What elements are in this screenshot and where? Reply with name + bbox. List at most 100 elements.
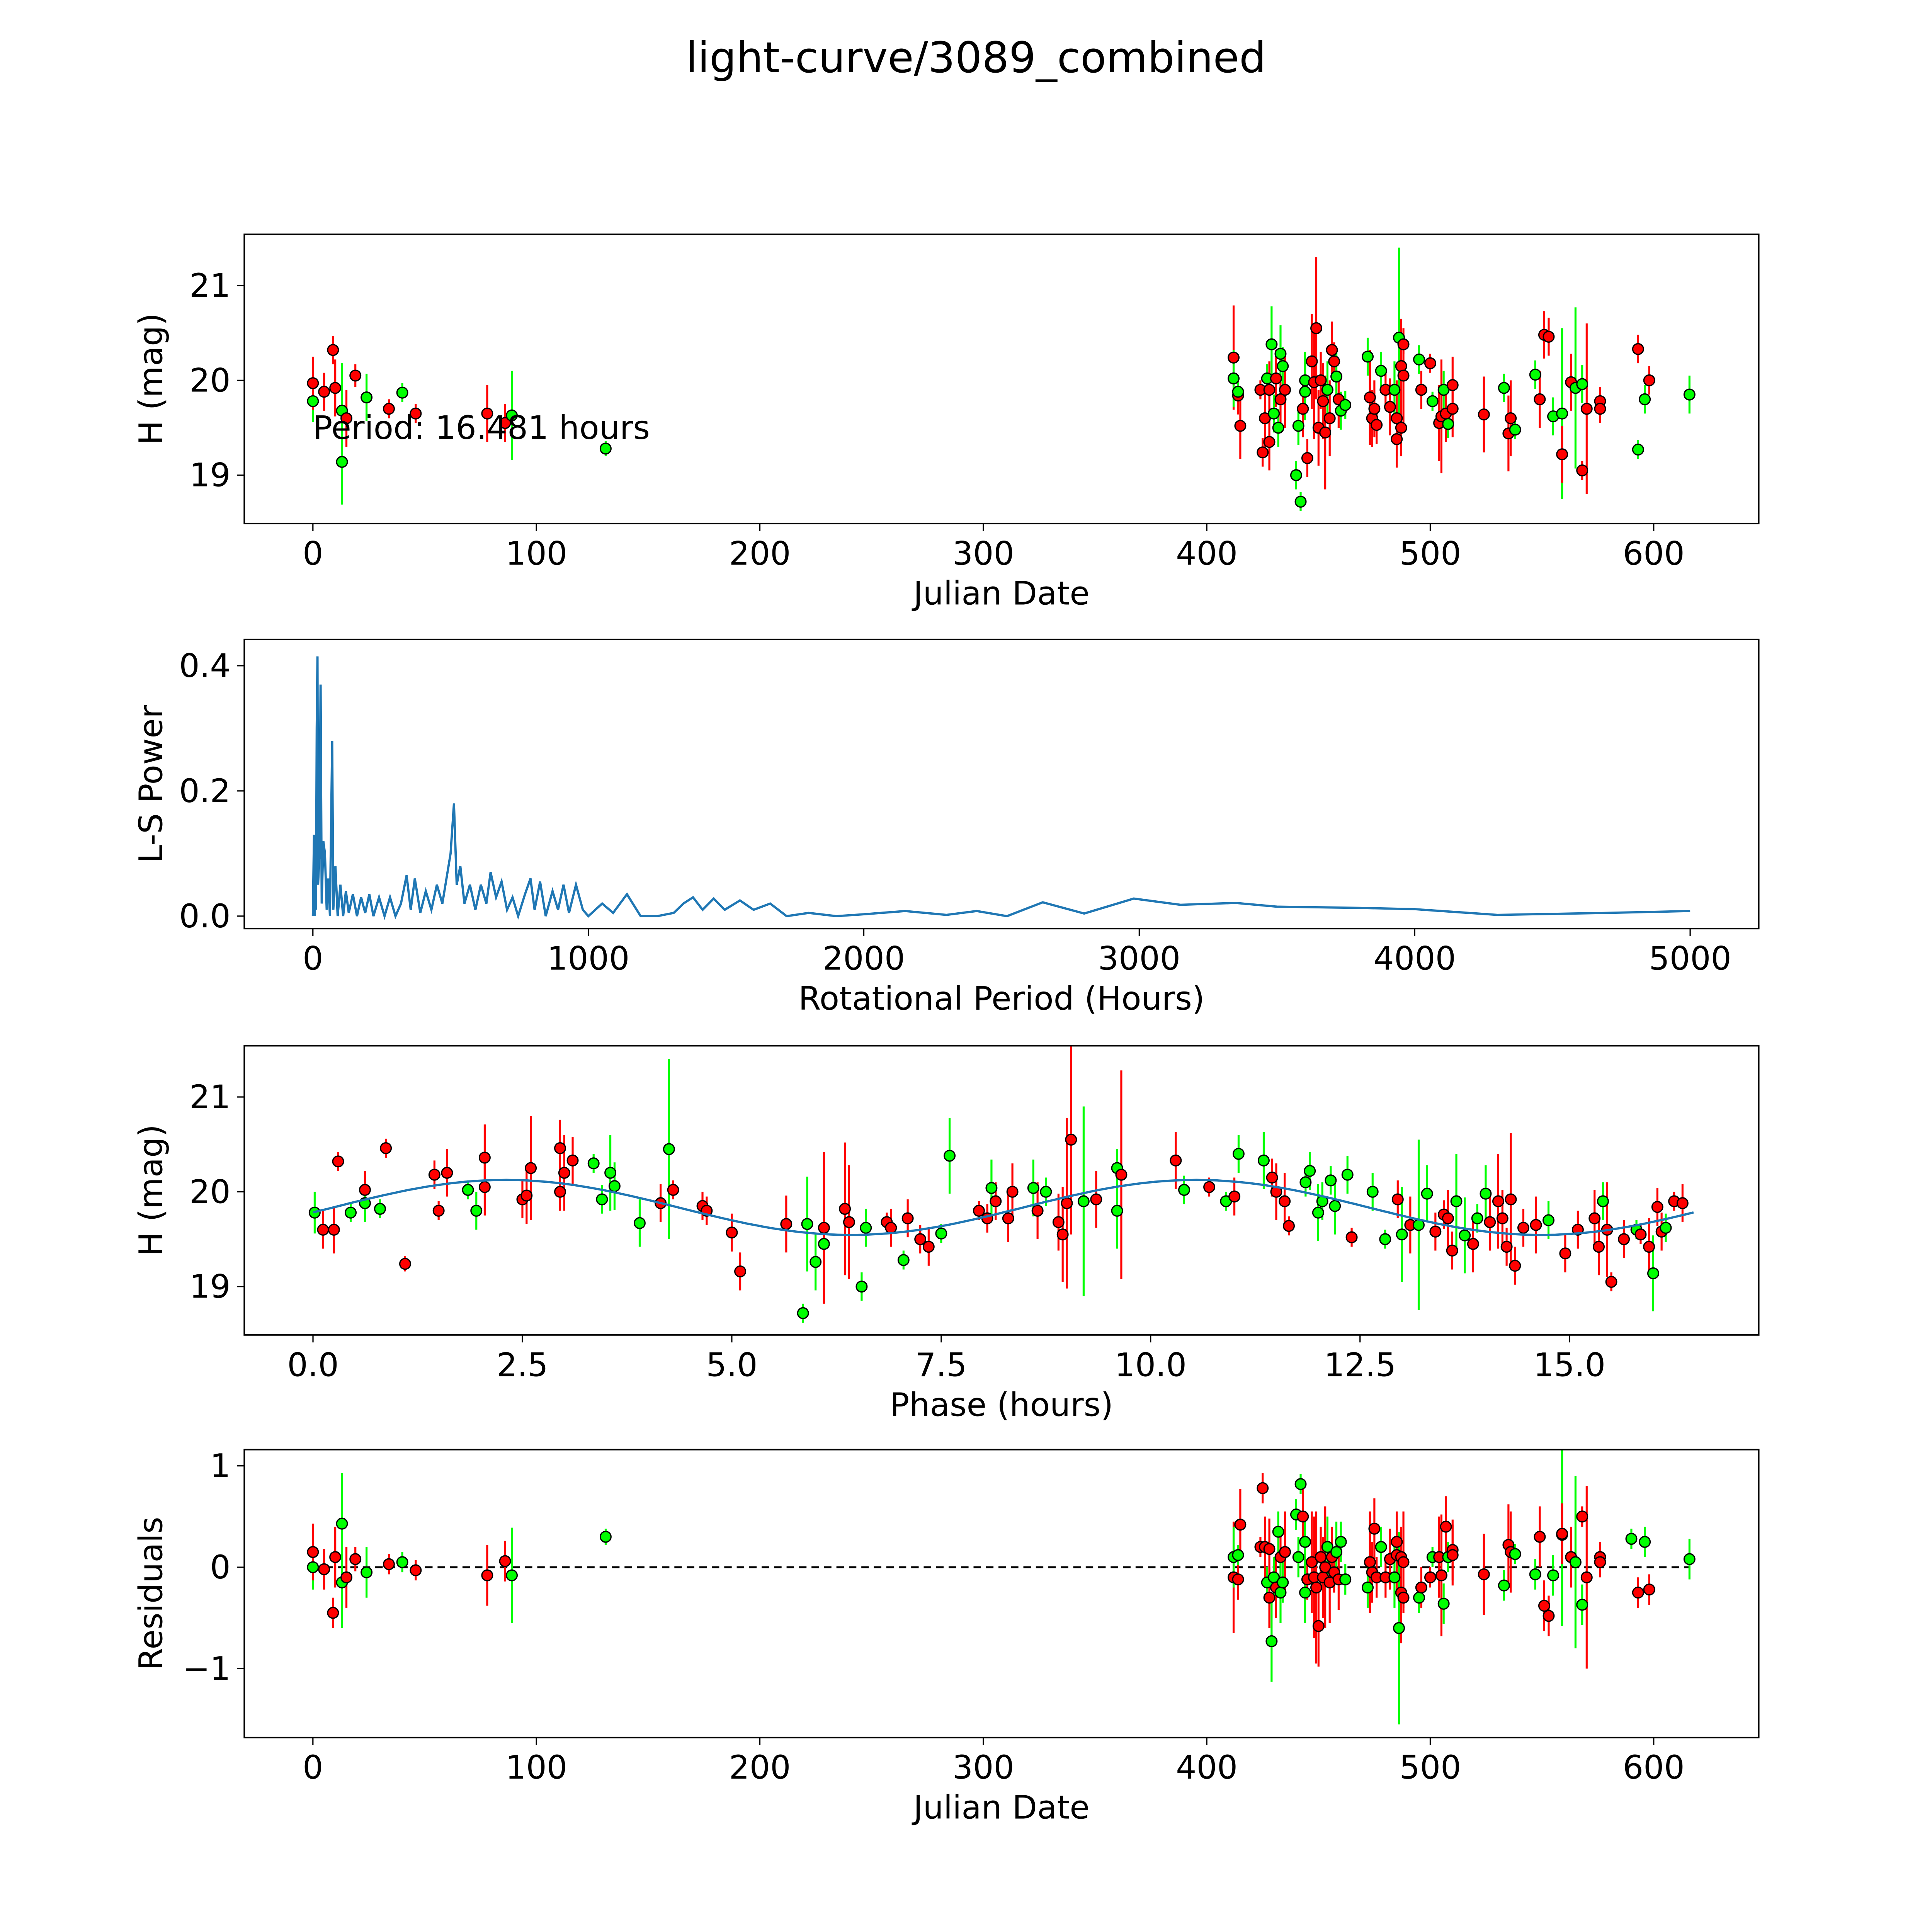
data-point	[1415, 1581, 1427, 1594]
data-point	[599, 1531, 612, 1543]
data-point	[860, 1222, 872, 1234]
data-point	[1312, 1206, 1324, 1219]
data-point	[359, 1184, 371, 1196]
data-point	[1492, 1195, 1504, 1208]
data-point	[383, 403, 395, 415]
data-point	[1442, 418, 1454, 430]
data-point	[1368, 403, 1381, 415]
data-point	[470, 1204, 483, 1217]
data-point	[428, 1168, 440, 1181]
y-tick-label: 20	[189, 1173, 231, 1211]
data-point	[1509, 1260, 1521, 1272]
y-tick-label: 0.2	[179, 772, 230, 810]
data-point	[1294, 1478, 1307, 1490]
x-axis-label: Julian Date	[912, 1788, 1090, 1826]
x-tick-label: 10.0	[1114, 1346, 1187, 1384]
y-tick-label: −1	[183, 1650, 231, 1687]
data-point	[1509, 1548, 1521, 1560]
data-point	[1384, 401, 1396, 413]
data-point	[1228, 351, 1240, 364]
data-point	[922, 1241, 935, 1253]
data-point	[1263, 384, 1276, 396]
data-point	[1312, 1620, 1325, 1632]
x-tick-label: 600	[1623, 1748, 1685, 1786]
data-point	[599, 442, 612, 455]
data-point	[1505, 1193, 1517, 1206]
data-point	[596, 1193, 608, 1206]
data-point	[1234, 420, 1247, 432]
data-point	[1643, 1241, 1655, 1253]
data-point	[1500, 1241, 1513, 1253]
data-point	[1339, 1573, 1352, 1585]
x-tick-label: 5000	[1649, 940, 1731, 978]
data-point	[1424, 1571, 1436, 1583]
data-point	[318, 1563, 330, 1575]
data-point	[1397, 338, 1410, 350]
data-point	[307, 1546, 319, 1558]
y-axis-label: Residuals	[132, 1517, 170, 1670]
data-point	[380, 1142, 392, 1154]
data-point	[432, 1204, 445, 1217]
data-point	[1274, 348, 1287, 360]
data-point	[1580, 1571, 1593, 1583]
data-point	[1391, 1193, 1404, 1206]
data-point	[499, 1555, 511, 1567]
y-tick-label: 0.4	[179, 647, 230, 685]
data-point	[318, 386, 330, 398]
data-point	[336, 1517, 348, 1530]
data-point	[1006, 1185, 1019, 1198]
data-point	[1683, 388, 1696, 401]
data-point	[1391, 1536, 1403, 1548]
data-point	[1618, 1233, 1630, 1245]
data-point	[361, 391, 373, 403]
data-point	[1391, 412, 1403, 424]
data-point	[345, 1206, 357, 1219]
data-point	[1647, 1267, 1659, 1279]
data-point	[1643, 1583, 1655, 1596]
plot-area	[307, 247, 1696, 511]
data-point	[1391, 433, 1403, 445]
data-point	[481, 1569, 493, 1582]
data-point	[383, 1558, 395, 1570]
data-point	[1364, 1556, 1376, 1568]
data-point	[734, 1265, 747, 1277]
data-point	[1366, 1185, 1379, 1198]
data-point	[1597, 1195, 1609, 1208]
x-tick-label: 3000	[1098, 940, 1180, 978]
data-point	[1594, 403, 1606, 415]
data-point	[1090, 1193, 1102, 1206]
data-point	[1375, 1541, 1387, 1553]
data-point	[1556, 407, 1568, 420]
x-tick-label: 200	[729, 1748, 791, 1786]
data-point	[1529, 369, 1541, 381]
data-point	[901, 1212, 914, 1225]
data-point	[1505, 412, 1517, 424]
data-point	[1319, 1561, 1332, 1573]
data-point	[1605, 1276, 1617, 1288]
data-point	[1634, 1228, 1647, 1241]
data-point	[1569, 1556, 1582, 1568]
data-point	[1538, 1600, 1550, 1612]
x-tick-label: 200	[729, 534, 791, 572]
x-tick-label: 400	[1176, 1748, 1238, 1786]
data-point	[855, 1281, 868, 1293]
data-point	[307, 377, 319, 389]
data-point	[1576, 464, 1588, 476]
x-tick-label: 0	[303, 940, 323, 978]
data-point	[1002, 1212, 1014, 1225]
data-point	[1534, 1531, 1546, 1543]
data-point	[1424, 357, 1436, 369]
data-point	[1450, 1195, 1463, 1208]
data-point	[340, 1571, 353, 1583]
data-point	[1580, 403, 1593, 415]
data-point	[1534, 393, 1546, 405]
data-point	[1330, 1546, 1343, 1558]
y-axis-label: H (mag)	[132, 1124, 170, 1256]
data-point	[1341, 1168, 1354, 1181]
data-point	[396, 386, 408, 399]
data-point	[1279, 1546, 1291, 1558]
data-point	[1484, 1216, 1496, 1228]
data-point	[1576, 378, 1588, 390]
data-point	[604, 1167, 617, 1179]
